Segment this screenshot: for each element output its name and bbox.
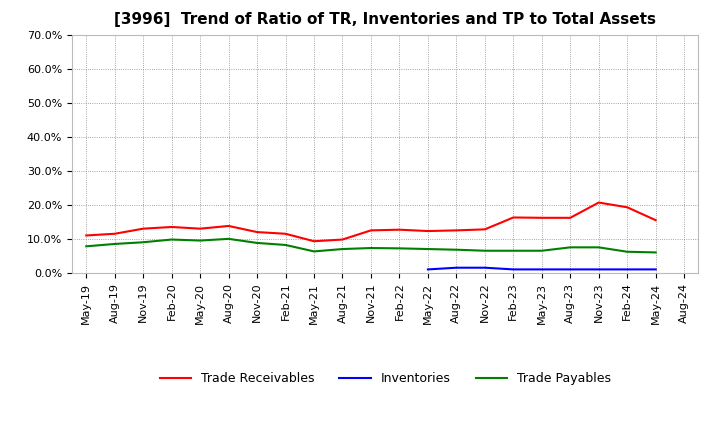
- Line: Trade Receivables: Trade Receivables: [86, 202, 656, 241]
- Inventories: [452, 265, 461, 270]
- Trade Payables: [652, 250, 660, 255]
- Trade Receivables: [509, 215, 518, 220]
- Trade Payables: [366, 246, 375, 251]
- Trade Payables: [338, 246, 347, 252]
- Trade Payables: [225, 236, 233, 242]
- Trade Payables: [480, 248, 489, 253]
- Trade Receivables: [423, 228, 432, 234]
- Trade Receivables: [167, 224, 176, 230]
- Trade Receivables: [196, 226, 204, 231]
- Trade Receivables: [110, 231, 119, 236]
- Trade Receivables: [366, 228, 375, 233]
- Trade Payables: [452, 247, 461, 253]
- Trade Receivables: [139, 226, 148, 231]
- Trade Payables: [623, 249, 631, 254]
- Trade Payables: [537, 248, 546, 253]
- Trade Receivables: [82, 233, 91, 238]
- Trade Receivables: [623, 205, 631, 210]
- Inventories: [652, 267, 660, 272]
- Trade Receivables: [537, 215, 546, 220]
- Trade Receivables: [452, 228, 461, 233]
- Trade Receivables: [395, 227, 404, 232]
- Trade Payables: [395, 246, 404, 251]
- Inventories: [537, 267, 546, 272]
- Line: Inventories: Inventories: [428, 268, 656, 269]
- Trade Payables: [82, 244, 91, 249]
- Inventories: [480, 265, 489, 270]
- Legend: Trade Receivables, Inventories, Trade Payables: Trade Receivables, Inventories, Trade Pa…: [155, 367, 616, 390]
- Inventories: [595, 267, 603, 272]
- Trade Payables: [595, 245, 603, 250]
- Trade Payables: [253, 240, 261, 246]
- Trade Receivables: [253, 229, 261, 235]
- Trade Payables: [423, 246, 432, 252]
- Trade Payables: [509, 248, 518, 253]
- Inventories: [423, 267, 432, 272]
- Trade Receivables: [225, 224, 233, 229]
- Title: [3996]  Trend of Ratio of TR, Inventories and TP to Total Assets: [3996] Trend of Ratio of TR, Inventories…: [114, 12, 656, 27]
- Inventories: [509, 267, 518, 272]
- Trade Payables: [282, 242, 290, 248]
- Trade Payables: [566, 245, 575, 250]
- Inventories: [566, 267, 575, 272]
- Trade Receivables: [652, 217, 660, 223]
- Trade Payables: [167, 237, 176, 242]
- Trade Payables: [139, 240, 148, 245]
- Line: Trade Payables: Trade Payables: [86, 239, 656, 253]
- Trade Payables: [196, 238, 204, 243]
- Trade Receivables: [338, 237, 347, 242]
- Trade Payables: [310, 249, 318, 254]
- Trade Receivables: [566, 215, 575, 220]
- Inventories: [623, 267, 631, 272]
- Trade Receivables: [310, 238, 318, 244]
- Trade Payables: [110, 241, 119, 246]
- Trade Receivables: [595, 200, 603, 205]
- Trade Receivables: [282, 231, 290, 236]
- Trade Receivables: [480, 227, 489, 232]
